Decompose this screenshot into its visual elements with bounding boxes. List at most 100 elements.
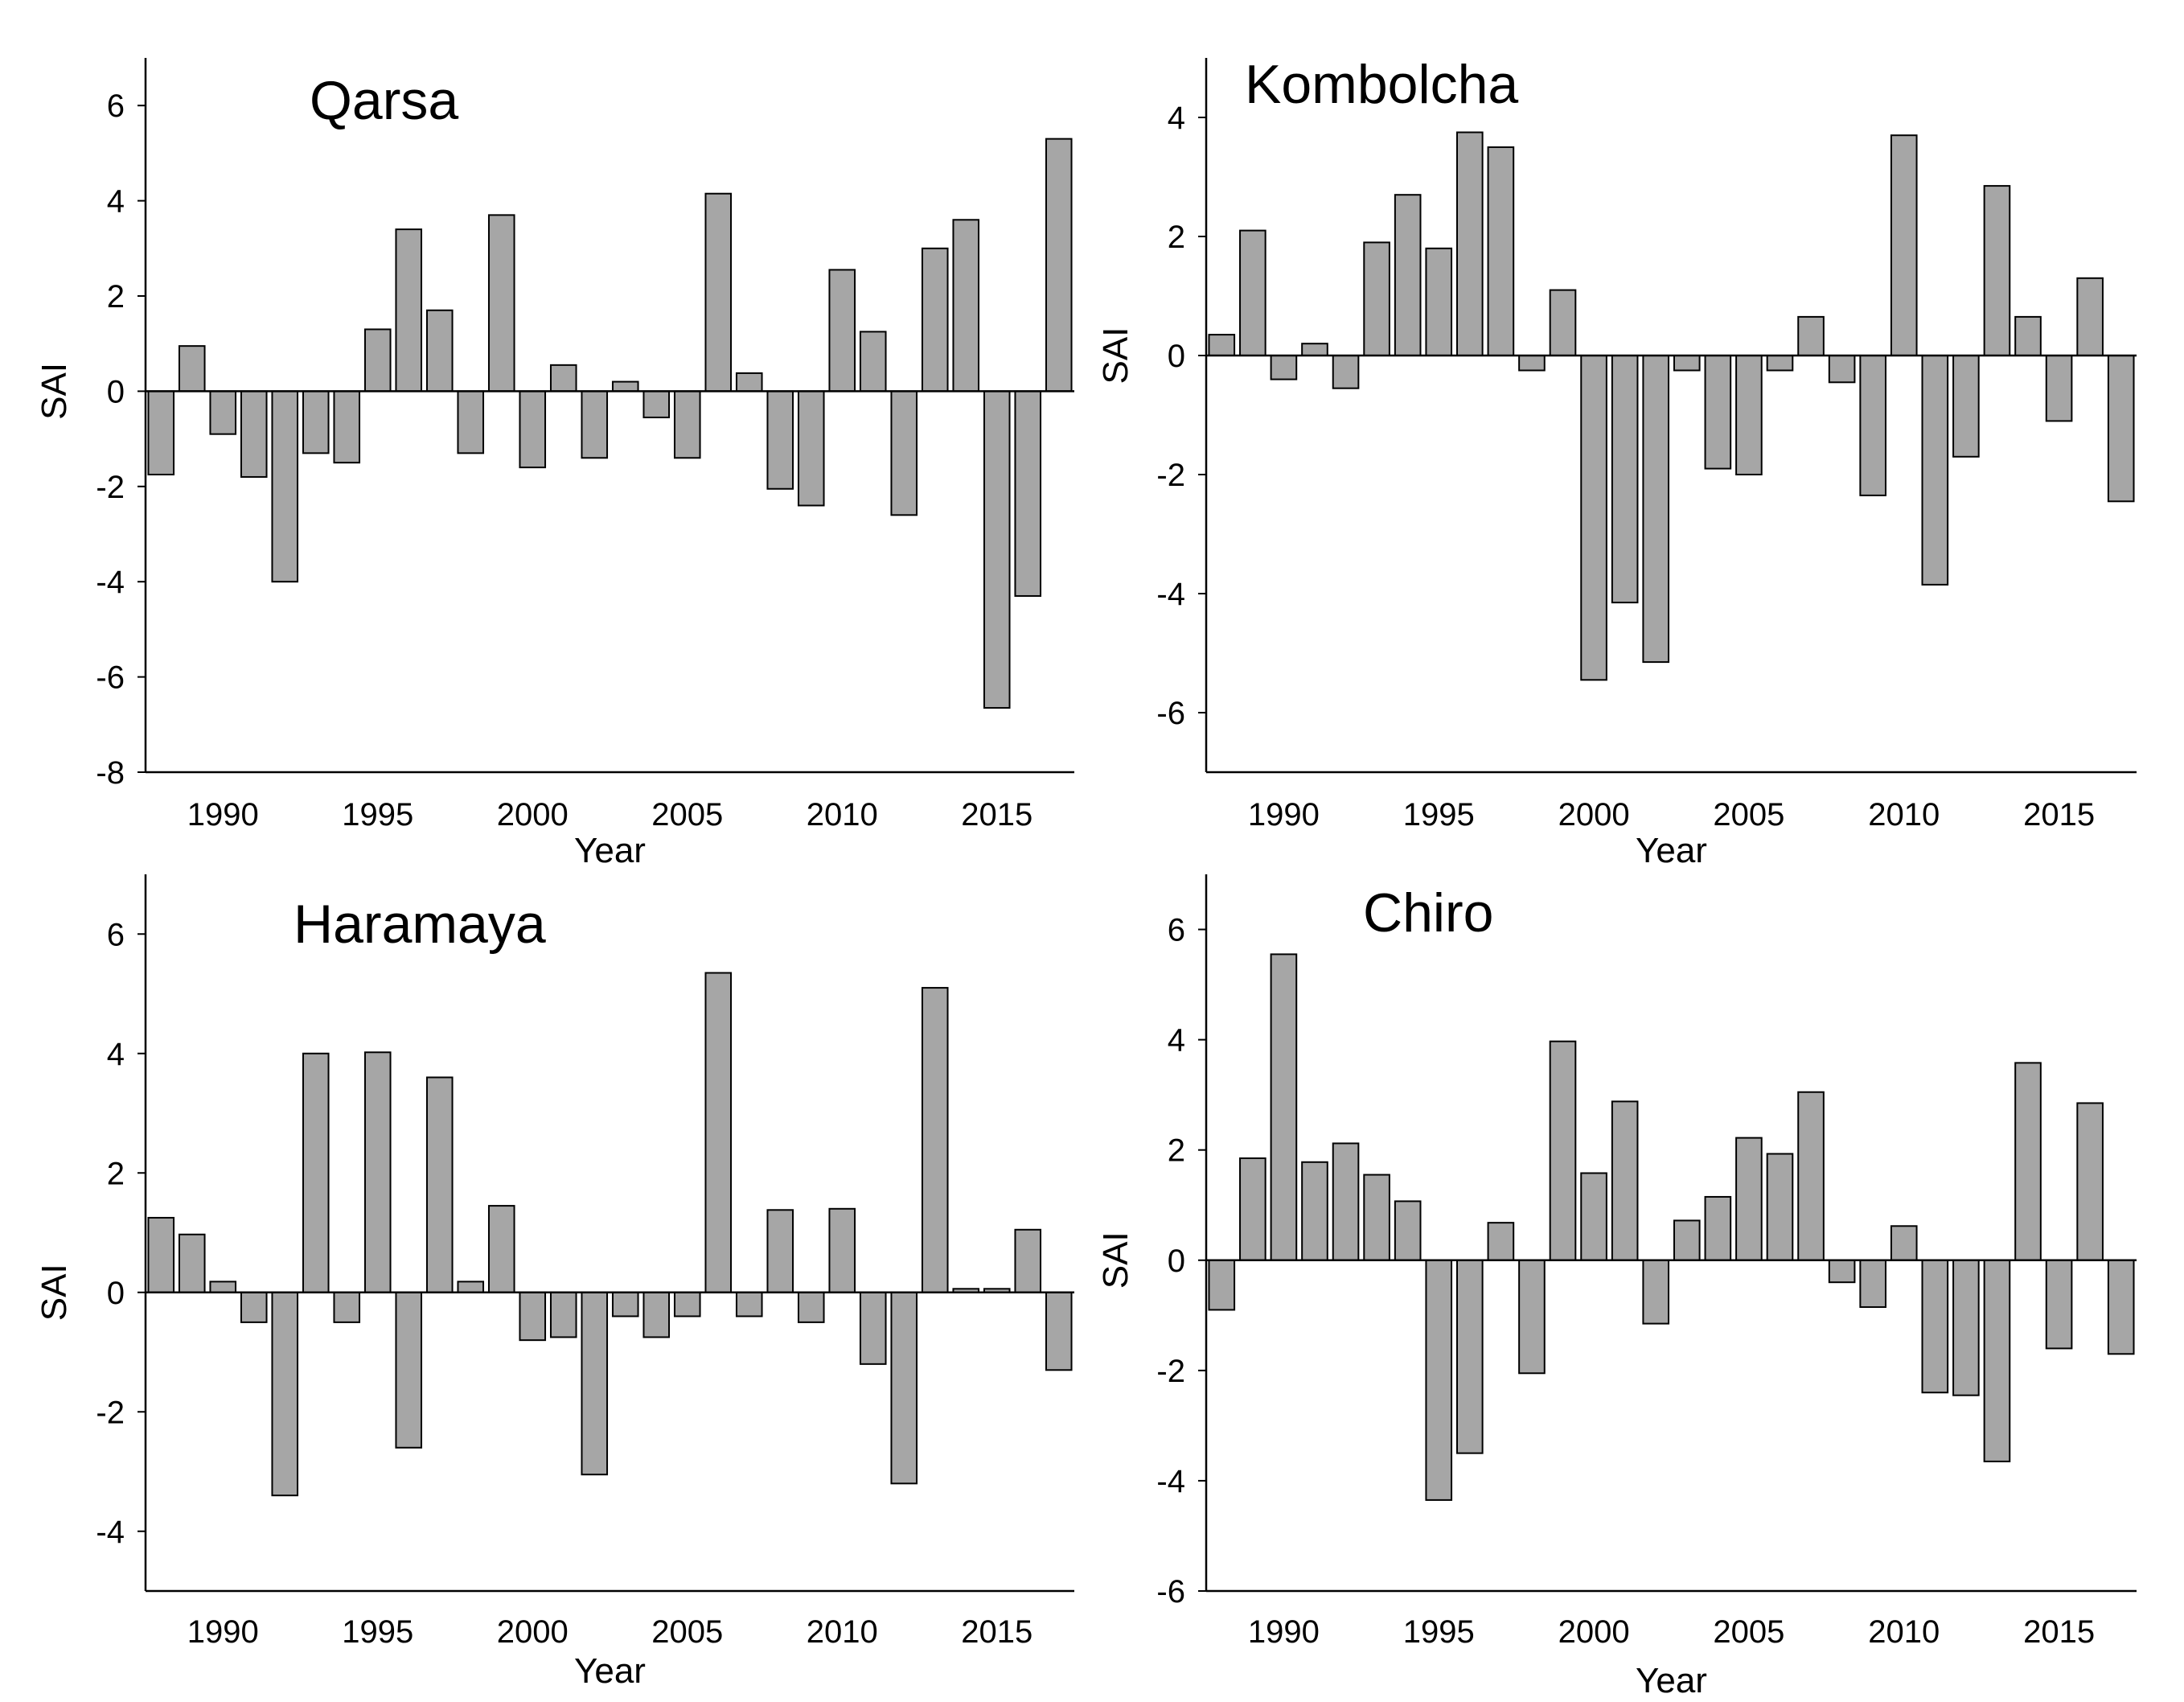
x-tick-label: 1995 [1403, 1614, 1475, 1650]
bar-2009 [1859, 1259, 1886, 1309]
bar-2004 [1704, 1195, 1732, 1261]
panel-kombolcha: -6 -4 -2 0 2 4 1990 1995 2000 2005 2010 2015 Year SAI… [1096, 54, 2137, 870]
bar-2008 [766, 1209, 794, 1293]
panel-title: Chiro [1363, 882, 1494, 944]
y-tick-label: -6 [1156, 696, 1185, 731]
bar-2001 [1611, 355, 1639, 604]
bar-2008 [766, 390, 794, 490]
bar-2003 [1673, 1219, 1701, 1261]
bar-2013 [1983, 185, 2011, 356]
bar-2011 [859, 331, 887, 393]
bar-2017 [1045, 138, 1073, 393]
bar-2016 [2076, 277, 2104, 356]
bar-2010 [828, 269, 856, 393]
bar-1992 [1332, 1142, 1360, 1261]
bar-2014 [952, 219, 980, 393]
y-tick-label: -4 [96, 565, 125, 600]
x-axis-title: Year [574, 1651, 646, 1691]
bar-1999 [487, 1205, 515, 1293]
panel-chiro: -6 -4 -2 0 2 4 6 1990 1995 2000 2005 2010 2015 Year SA… [1096, 874, 2137, 1700]
y-tick-label: 2 [1168, 1133, 1185, 1169]
bar-2008 [1828, 355, 1856, 384]
bar-2004 [642, 390, 671, 418]
bar-1991 [240, 390, 268, 478]
x-tick-label: 2015 [2023, 1614, 2095, 1650]
x-tick-label: 2010 [1868, 1614, 1940, 1650]
bar-2017 [1045, 1291, 1073, 1371]
x-tick-label: 2015 [2023, 797, 2095, 832]
bar-2016 [2076, 1102, 2104, 1261]
bar-2006 [1766, 1153, 1794, 1261]
bar-2017 [2107, 1259, 2135, 1355]
x-tick-label: 2000 [497, 797, 569, 832]
y-tick-label: -4 [96, 1515, 125, 1550]
bar-2006 [704, 972, 733, 1293]
panel-qarsa: -8 -6 -4 -2 0 2 4 6 1990 1995 2000 2005 2010 2015 Year… [35, 58, 1074, 870]
bar-2000 [519, 390, 547, 469]
x-tick-label: 2015 [961, 1614, 1032, 1650]
bar-1992 [1332, 355, 1360, 389]
bar-1996 [1456, 131, 1484, 356]
x-tick-label: 1990 [1248, 797, 1320, 832]
y-axis-title: SAI [35, 1264, 74, 1321]
bar-2013 [921, 987, 949, 1293]
bar-1994 [1394, 1200, 1422, 1261]
bar-1994 [333, 1291, 361, 1323]
y-tick-label: -2 [1156, 458, 1185, 493]
x-tick-label: 2005 [651, 1614, 723, 1650]
bar-1990 [209, 1281, 237, 1293]
x-axis-title: Year [1636, 831, 1707, 870]
bar-2000 [519, 1291, 547, 1342]
bar-2007 [1797, 1091, 1825, 1261]
bar-1991 [1301, 1161, 1328, 1261]
bar-1998 [457, 390, 485, 454]
y-tick-label: -2 [1156, 1354, 1185, 1389]
y-tick-label: 2 [107, 1156, 125, 1191]
bar-1989 [1239, 1157, 1266, 1261]
bar-1999 [1549, 1040, 1577, 1261]
y-tick-label: 2 [107, 279, 125, 314]
bar-1988 [147, 1216, 175, 1293]
y-tick-label: 0 [107, 374, 125, 409]
bar-2010 [828, 1207, 856, 1293]
bar-2002 [581, 1291, 609, 1476]
bar-1995 [363, 328, 392, 393]
x-tick-label: 1995 [342, 797, 413, 832]
x-tick-label: 2000 [1558, 797, 1630, 832]
bar-2014 [2014, 315, 2042, 356]
bar-2003 [611, 380, 639, 393]
bar-1990 [1270, 953, 1298, 1261]
bar-2005 [1735, 1137, 1763, 1261]
panel-haramaya: -4 -2 0 2 4 6 1990 1995 2000 2005 2010 2015 Year SAI H… [35, 874, 1074, 1691]
bar-1992 [271, 390, 299, 583]
bar-2004 [642, 1291, 671, 1338]
bar-2015 [2045, 1259, 2073, 1350]
bar-1989 [178, 345, 206, 393]
bar-1998 [1518, 1259, 1546, 1375]
bar-2012 [890, 1291, 918, 1485]
bar-1993 [1363, 241, 1390, 356]
bar-1990 [1270, 355, 1298, 380]
y-tick-label: -2 [96, 470, 125, 505]
bar-1997 [1487, 1222, 1515, 1261]
x-tick-label: 2005 [651, 797, 723, 832]
bar-2009 [797, 1291, 825, 1323]
bar-2014 [2014, 1062, 2042, 1261]
bar-2011 [859, 1291, 887, 1365]
bar-2012 [890, 390, 918, 516]
y-tick-label: 6 [107, 88, 125, 124]
bar-1996 [395, 1291, 423, 1449]
y-tick-label: 4 [107, 184, 125, 220]
y-tick-label: 0 [1168, 339, 1185, 374]
y-axis-title: SAI [35, 363, 74, 420]
bar-2008 [1828, 1259, 1856, 1284]
bar-2010 [1890, 134, 1918, 356]
bar-1995 [1425, 1259, 1453, 1501]
bar-2002 [1642, 1259, 1670, 1325]
bar-1998 [457, 1281, 485, 1293]
y-tick-label: -6 [1156, 1574, 1185, 1610]
bar-1992 [271, 1291, 299, 1497]
bar-1999 [1549, 289, 1577, 357]
bar-1988 [147, 390, 175, 475]
y-tick-label: -8 [96, 755, 125, 791]
